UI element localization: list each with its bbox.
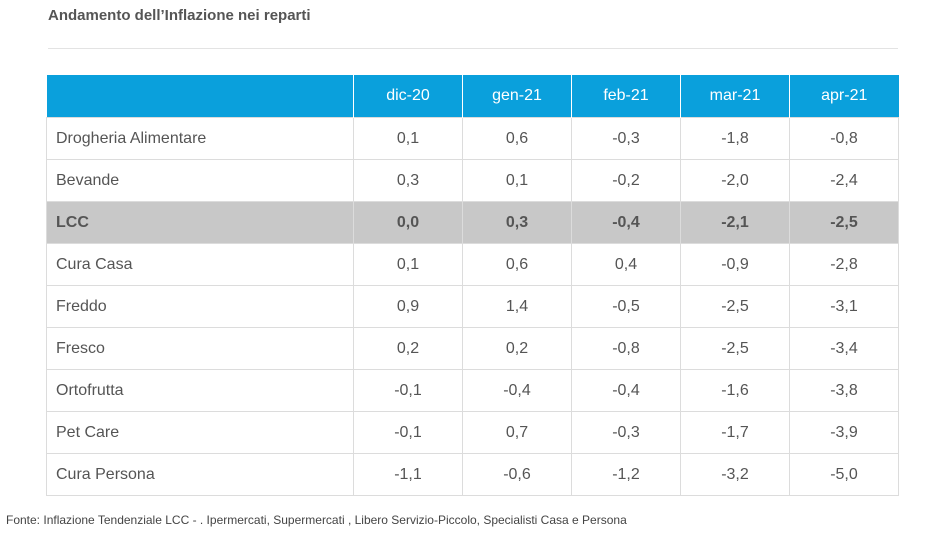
value-cell: -0,4 [571, 201, 681, 244]
value-cell: -2,4 [789, 159, 899, 202]
value-cell: 0,2 [353, 327, 463, 370]
row-label-cell: Pet Care [46, 411, 354, 454]
row-label-cell: Bevande [46, 159, 354, 202]
value-cell: -0,2 [571, 159, 681, 202]
header-cell: mar-21 [680, 75, 790, 118]
value-cell: -2,5 [789, 201, 899, 244]
value-cell: -0,8 [789, 117, 899, 160]
value-cell: -0,5 [571, 285, 681, 328]
value-cell: -0,1 [353, 369, 463, 412]
table-row: Drogheria Alimentare 0,1 0,6 -0,3 -1,8 -0,8 [46, 117, 899, 160]
value-cell: 0,7 [462, 411, 572, 454]
table-row: Fresco 0,2 0,2 -0,8 -2,5 -3,4 [46, 327, 899, 370]
row-label-cell: Ortofrutta [46, 369, 354, 412]
header-cell: dic-20 [353, 75, 463, 118]
table-row: Freddo 0,9 1,4 -0,5 -2,5 -3,1 [46, 285, 899, 328]
value-cell: -5,0 [789, 453, 899, 496]
header-cell: gen-21 [462, 75, 572, 118]
value-cell: -2,1 [680, 201, 790, 244]
page-title: Andamento dell’Inflazione nei reparti [48, 7, 311, 24]
row-label-cell: Freddo [46, 285, 354, 328]
table-header-row: dic-20 gen-21 feb-21 mar-21 apr-21 [46, 75, 899, 118]
table-row: Cura Casa 0,1 0,6 0,4 -0,9 -2,8 [46, 243, 899, 286]
table-row: Bevande 0,3 0,1 -0,2 -2,0 -2,4 [46, 159, 899, 202]
value-cell: -2,8 [789, 243, 899, 286]
row-label-cell: LCC [46, 201, 354, 244]
header-cell-corner [46, 75, 354, 118]
value-cell: -0,6 [462, 453, 572, 496]
value-cell: -1,8 [680, 117, 790, 160]
value-cell: -1,6 [680, 369, 790, 412]
value-cell: -3,1 [789, 285, 899, 328]
value-cell: -0,4 [462, 369, 572, 412]
table-row: Cura Persona -1,1 -0,6 -1,2 -3,2 -5,0 [46, 453, 899, 496]
value-cell: -2,0 [680, 159, 790, 202]
value-cell: 0,6 [462, 243, 572, 286]
value-cell: -2,5 [680, 327, 790, 370]
header-cell: apr-21 [789, 75, 899, 118]
value-cell: 0,1 [462, 159, 572, 202]
value-cell: 1,4 [462, 285, 572, 328]
value-cell: -1,7 [680, 411, 790, 454]
value-cell: -0,9 [680, 243, 790, 286]
value-cell: -0,4 [571, 369, 681, 412]
value-cell: 0,4 [571, 243, 681, 286]
value-cell: -0,8 [571, 327, 681, 370]
table-row: LCC 0,0 0,3 -0,4 -2,1 -2,5 [46, 201, 899, 244]
table-body: Drogheria Alimentare 0,1 0,6 -0,3 -1,8 -0,8 Be… [46, 117, 899, 496]
row-label-cell: Cura Persona [46, 453, 354, 496]
value-cell: 0,0 [353, 201, 463, 244]
value-cell: 0,9 [353, 285, 463, 328]
value-cell: -3,9 [789, 411, 899, 454]
inflation-table: dic-20 gen-21 feb-21 mar-21 apr-21 Drogh… [46, 75, 899, 496]
title-divider [48, 48, 898, 49]
value-cell: 0,3 [462, 201, 572, 244]
row-label-cell: Drogheria Alimentare [46, 117, 354, 160]
value-cell: -0,3 [571, 411, 681, 454]
table-row: Ortofrutta -0,1 -0,4 -0,4 -1,6 -3,8 [46, 369, 899, 412]
header-cell: feb-21 [571, 75, 681, 118]
value-cell: -0,1 [353, 411, 463, 454]
value-cell: 0,3 [353, 159, 463, 202]
row-label-cell: Cura Casa [46, 243, 354, 286]
value-cell: -1,2 [571, 453, 681, 496]
source-note: Fonte: Inflazione Tendenziale LCC - . Ip… [6, 513, 627, 527]
value-cell: -2,5 [680, 285, 790, 328]
value-cell: -3,2 [680, 453, 790, 496]
value-cell: 0,1 [353, 243, 463, 286]
value-cell: 0,1 [353, 117, 463, 160]
value-cell: -3,8 [789, 369, 899, 412]
value-cell: 0,6 [462, 117, 572, 160]
value-cell: -3,4 [789, 327, 899, 370]
value-cell: -0,3 [571, 117, 681, 160]
value-cell: 0,2 [462, 327, 572, 370]
table-row: Pet Care -0,1 0,7 -0,3 -1,7 -3,9 [46, 411, 899, 454]
row-label-cell: Fresco [46, 327, 354, 370]
value-cell: -1,1 [353, 453, 463, 496]
